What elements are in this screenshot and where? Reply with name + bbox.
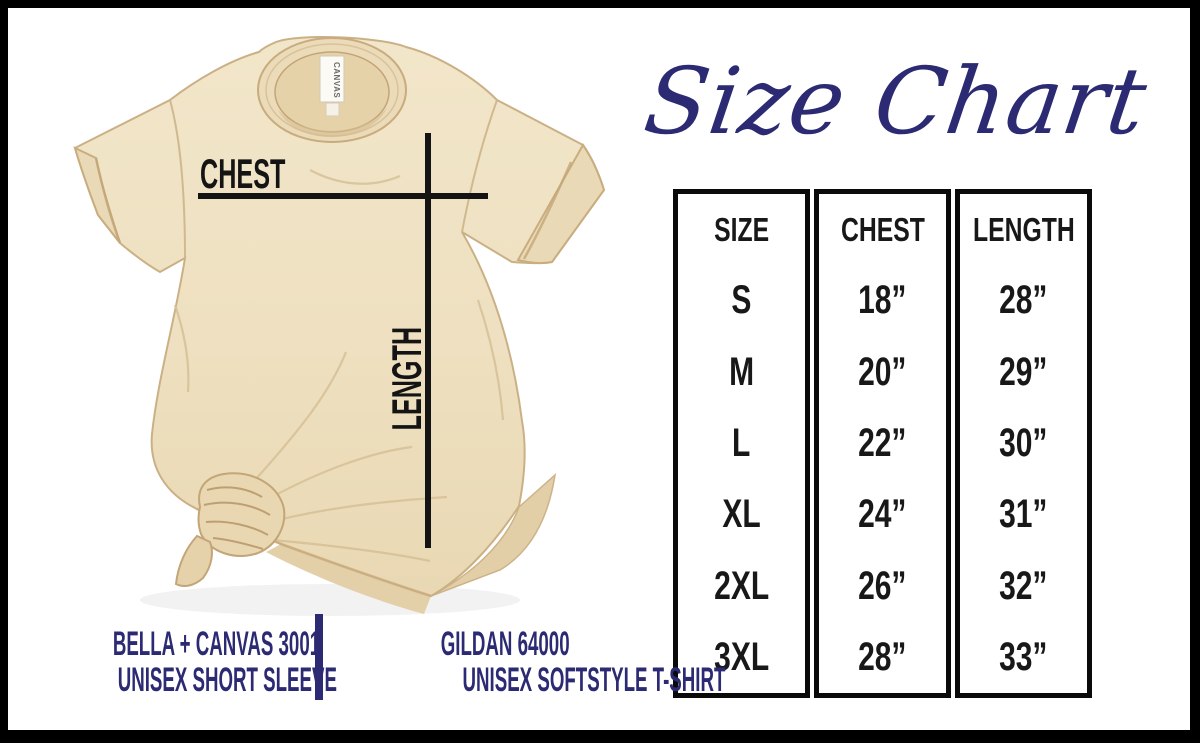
size-cell: 32” (999, 563, 1048, 608)
knot-folds (203, 486, 271, 550)
tshirt-graphic: CANVAS (73, 36, 606, 616)
size-cell: 3XL (713, 634, 770, 679)
footer-divider (315, 614, 323, 700)
right-armhole-seam (461, 99, 498, 233)
product-line: BELLA + CANVAS 3001 (112, 625, 321, 663)
shirt-back-flap (430, 473, 557, 597)
size-cell: XL (722, 492, 761, 537)
size-cell: S (731, 278, 752, 323)
size-cell: 33” (999, 634, 1048, 679)
product-label-gildan: GILDAN 64000 UNISEX SOFTSTYLE T-SHIRT (355, 625, 726, 699)
tshirt-mockup: CANVAS (0, 0, 630, 635)
column-header-size: SIZE (713, 210, 770, 248)
left-cuff-roll (94, 157, 122, 244)
size-table-column-chest: CHEST 18” 20” 22” 24” 26” 28” (814, 189, 951, 698)
knot (197, 472, 286, 557)
size-cell: 28” (858, 634, 907, 679)
product-label-bella-canvas: BELLA + CANVAS 3001 UNISEX SHORT SLEEVE (28, 625, 337, 699)
chest-label: CHEST (200, 150, 286, 197)
column-header-chest: CHEST (840, 210, 925, 248)
size-table-column-size: SIZE S M L XL 2XL 3XL (673, 189, 810, 698)
product-line: UNISEX SOFTSTYLE T-SHIRT (462, 661, 726, 699)
size-cell: 30” (999, 420, 1048, 465)
size-cell: 31” (999, 492, 1048, 537)
collar-inner-shade (278, 108, 387, 138)
product-line: GILDAN 64000 (440, 625, 570, 663)
size-cell: 24” (858, 492, 907, 537)
product-line: UNISEX SHORT SLEEVE (117, 661, 337, 699)
size-table-column-length: LENGTH 28” 29” 30” 31” 32” 33” (955, 189, 1092, 698)
care-tag-text: CANVAS (332, 62, 341, 98)
shirt-body (73, 36, 606, 598)
chest-measure-line (198, 193, 488, 199)
size-cell: L (732, 420, 751, 465)
column-header-length: LENGTH (972, 210, 1075, 248)
size-cell: M (728, 349, 754, 394)
right-cuff (516, 143, 606, 265)
shirt-underhem (266, 544, 431, 614)
left-armhole-seam (169, 99, 186, 259)
length-label: LENGTH (383, 326, 430, 431)
right-cuff-roll (522, 161, 573, 260)
size-cell: 29” (999, 349, 1048, 394)
hem-shadow (196, 507, 432, 598)
size-cell: 28” (999, 278, 1048, 323)
size-cell: 20” (858, 349, 907, 394)
length-measure-line (425, 133, 431, 548)
size-cell: 2XL (713, 563, 770, 608)
size-cell: 18” (858, 278, 907, 323)
page-title: Size Chart (638, 47, 1154, 155)
shirt-shadow (140, 584, 520, 616)
size-cell: 26” (858, 563, 907, 608)
care-tag-small (325, 102, 340, 117)
care-tag (319, 55, 345, 103)
knot-tail (174, 534, 213, 587)
size-cell: 22” (858, 420, 907, 465)
